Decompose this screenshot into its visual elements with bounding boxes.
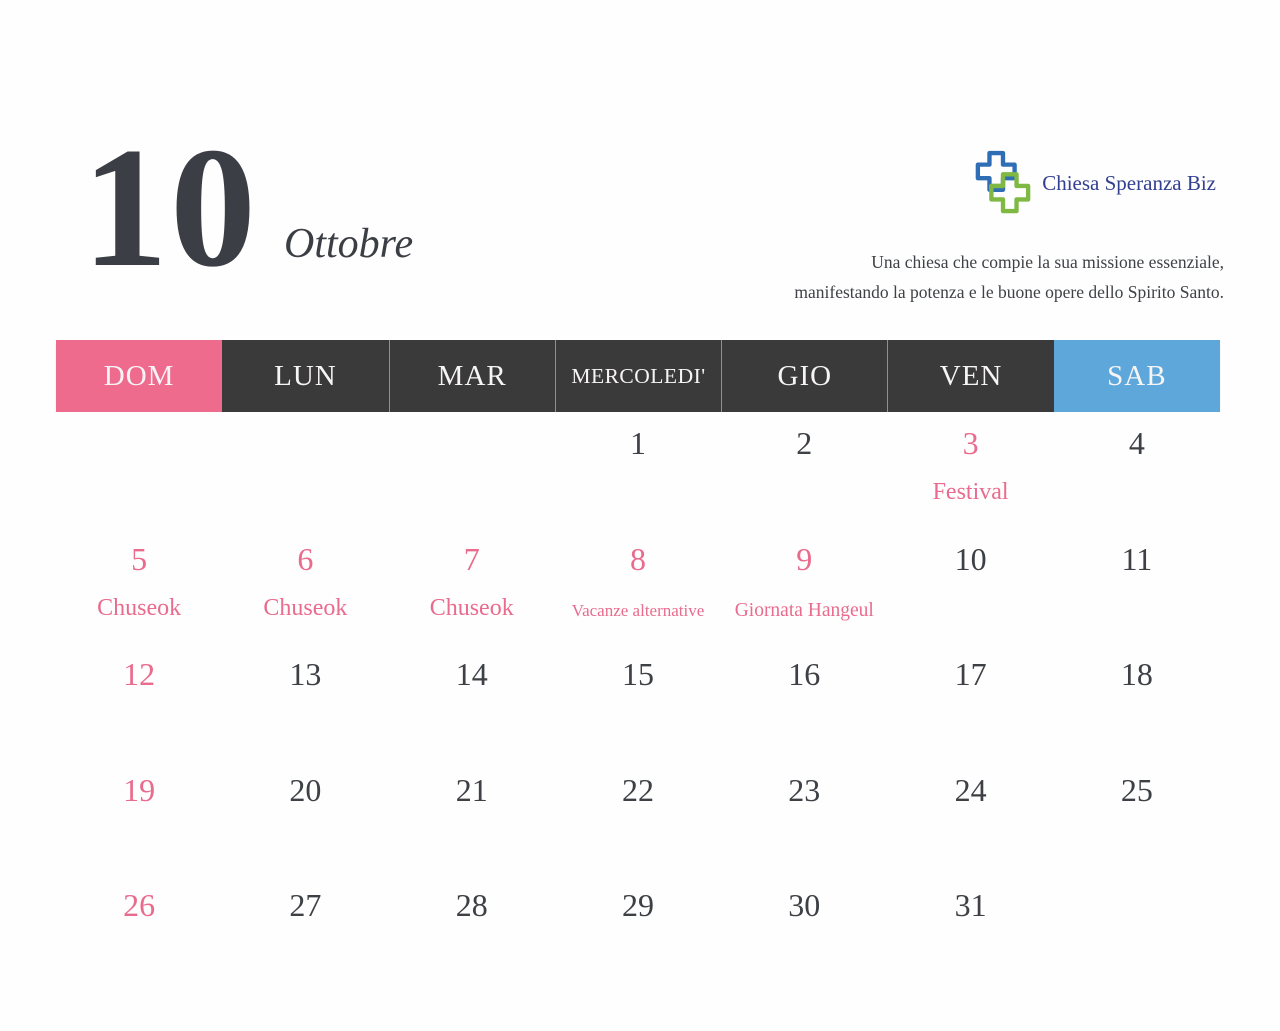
day-cell-6: 6 Chuseok bbox=[222, 528, 388, 644]
tagline-line-2: manifestando la potenza e le buone opere… bbox=[794, 282, 1224, 303]
weekday-header-mercoledi: MERCOLEDI' bbox=[554, 340, 722, 412]
weekday-header-ven: VEN bbox=[887, 340, 1054, 412]
event-label: Festival bbox=[932, 479, 1009, 505]
day-number: 27 bbox=[289, 887, 322, 924]
weekday-row: DOM LUN MAR MERCOLEDI' GIO VEN SAB bbox=[56, 340, 1220, 412]
day-number: 17 bbox=[954, 656, 987, 693]
event-label: Chuseok bbox=[429, 594, 514, 621]
day-number: 6 bbox=[297, 540, 314, 577]
day-number: 7 bbox=[463, 540, 480, 577]
day-number: 24 bbox=[954, 771, 987, 808]
day-cell-15: 15 bbox=[555, 643, 721, 759]
weekday-header-dom: DOM bbox=[56, 340, 223, 412]
day-cell-31: 31 bbox=[887, 874, 1053, 990]
day-cell-27: 27 bbox=[222, 874, 388, 990]
day-number: 21 bbox=[455, 771, 488, 808]
day-cell-10: 10 bbox=[887, 528, 1053, 644]
day-number: 15 bbox=[621, 656, 654, 693]
day-number: 22 bbox=[621, 771, 654, 808]
day-cell-24: 24 bbox=[887, 759, 1053, 875]
day-cell-25: 25 bbox=[1054, 759, 1220, 875]
day-cell-5: 5 Chuseok bbox=[56, 528, 222, 644]
day-number: 1 bbox=[629, 425, 646, 461]
day-number: 30 bbox=[788, 887, 821, 924]
day-cell-8: 8 Vacanze alternative bbox=[555, 528, 721, 644]
day-cell-4: 4 bbox=[1054, 412, 1220, 528]
weekday-header-mar: MAR bbox=[388, 340, 555, 412]
day-number: 19 bbox=[123, 771, 156, 808]
day-cell-empty bbox=[1054, 874, 1220, 990]
day-cell-30: 30 bbox=[721, 874, 887, 990]
logo-name: Chiesa Speranza Biz bbox=[1042, 170, 1216, 195]
day-number: 2 bbox=[796, 425, 813, 461]
day-grid: 1 2 3 Festival 4 5 Chuseok 6 Chuseok 7 Chuseok 8 Vac… bbox=[56, 412, 1220, 990]
day-cell-7: 7 Chuseok bbox=[389, 528, 555, 644]
day-cell-18: 18 bbox=[1054, 643, 1220, 759]
day-cell-3: 3 Festival bbox=[887, 412, 1053, 528]
weekday-header-lun: LUN bbox=[222, 340, 389, 412]
event-label: Chuseok bbox=[263, 594, 348, 621]
day-number: 14 bbox=[455, 656, 488, 693]
day-number: 31 bbox=[954, 887, 987, 924]
event-label: Chuseok bbox=[97, 594, 182, 621]
month-name: Ottobre bbox=[284, 221, 414, 267]
day-cell-17: 17 bbox=[887, 643, 1053, 759]
weekday-header-gio: GIO bbox=[721, 340, 888, 412]
day-number: 26 bbox=[123, 887, 156, 924]
day-number: 9 bbox=[796, 540, 813, 577]
day-cell-19: 19 bbox=[56, 759, 222, 875]
month-number: 10 bbox=[82, 113, 258, 303]
interlocking-crosses-icon bbox=[975, 150, 1031, 214]
day-number: 12 bbox=[123, 656, 156, 693]
day-cell-9: 9 Giornata Hangeul bbox=[721, 528, 887, 644]
day-cell-12: 12 bbox=[56, 643, 222, 759]
day-number: 11 bbox=[1121, 540, 1153, 577]
day-cell-26: 26 bbox=[56, 874, 222, 990]
calendar-grid: DOM LUN MAR MERCOLEDI' GIO VEN SAB 1 2 3 Festival… bbox=[56, 340, 1220, 990]
day-number: 4 bbox=[1128, 425, 1145, 461]
day-cell-2: 2 bbox=[721, 412, 887, 528]
day-number: 16 bbox=[788, 656, 821, 693]
day-cell-13: 13 bbox=[222, 643, 388, 759]
day-cell-empty bbox=[389, 412, 555, 528]
day-number: 23 bbox=[788, 771, 821, 808]
day-cell-29: 29 bbox=[555, 874, 721, 990]
weekday-header-sab: SAB bbox=[1053, 340, 1220, 412]
day-cell-14: 14 bbox=[389, 643, 555, 759]
day-number: 28 bbox=[455, 887, 488, 924]
day-cell-16: 16 bbox=[721, 643, 887, 759]
tagline: Una chiesa che compie la sua missione es… bbox=[794, 247, 1224, 307]
day-cell-20: 20 bbox=[222, 759, 388, 875]
day-cell-23: 23 bbox=[721, 759, 887, 875]
day-number: 10 bbox=[954, 540, 987, 577]
event-label: Giornata Hangeul bbox=[734, 599, 874, 621]
month-title: 10 Ottobre bbox=[82, 122, 413, 294]
day-cell-21: 21 bbox=[389, 759, 555, 875]
day-cell-11: 11 bbox=[1054, 528, 1220, 644]
day-number: 5 bbox=[131, 540, 148, 577]
day-number: 13 bbox=[289, 656, 322, 693]
day-number: 29 bbox=[621, 887, 654, 924]
event-label: Vacanze alternative bbox=[571, 600, 705, 620]
day-cell-22: 22 bbox=[555, 759, 721, 875]
day-number: 8 bbox=[629, 540, 646, 577]
day-number: 25 bbox=[1120, 771, 1153, 808]
logo: Chiesa Speranza Biz bbox=[974, 150, 1216, 216]
day-number: 20 bbox=[289, 771, 322, 808]
day-cell-empty bbox=[56, 412, 222, 528]
day-cell-1: 1 bbox=[555, 412, 721, 528]
tagline-line-1: Una chiesa che compie la sua missione es… bbox=[871, 252, 1224, 272]
day-number: 3 bbox=[962, 425, 979, 461]
day-number: 18 bbox=[1120, 656, 1153, 693]
day-cell-28: 28 bbox=[389, 874, 555, 990]
day-cell-empty bbox=[222, 412, 388, 528]
